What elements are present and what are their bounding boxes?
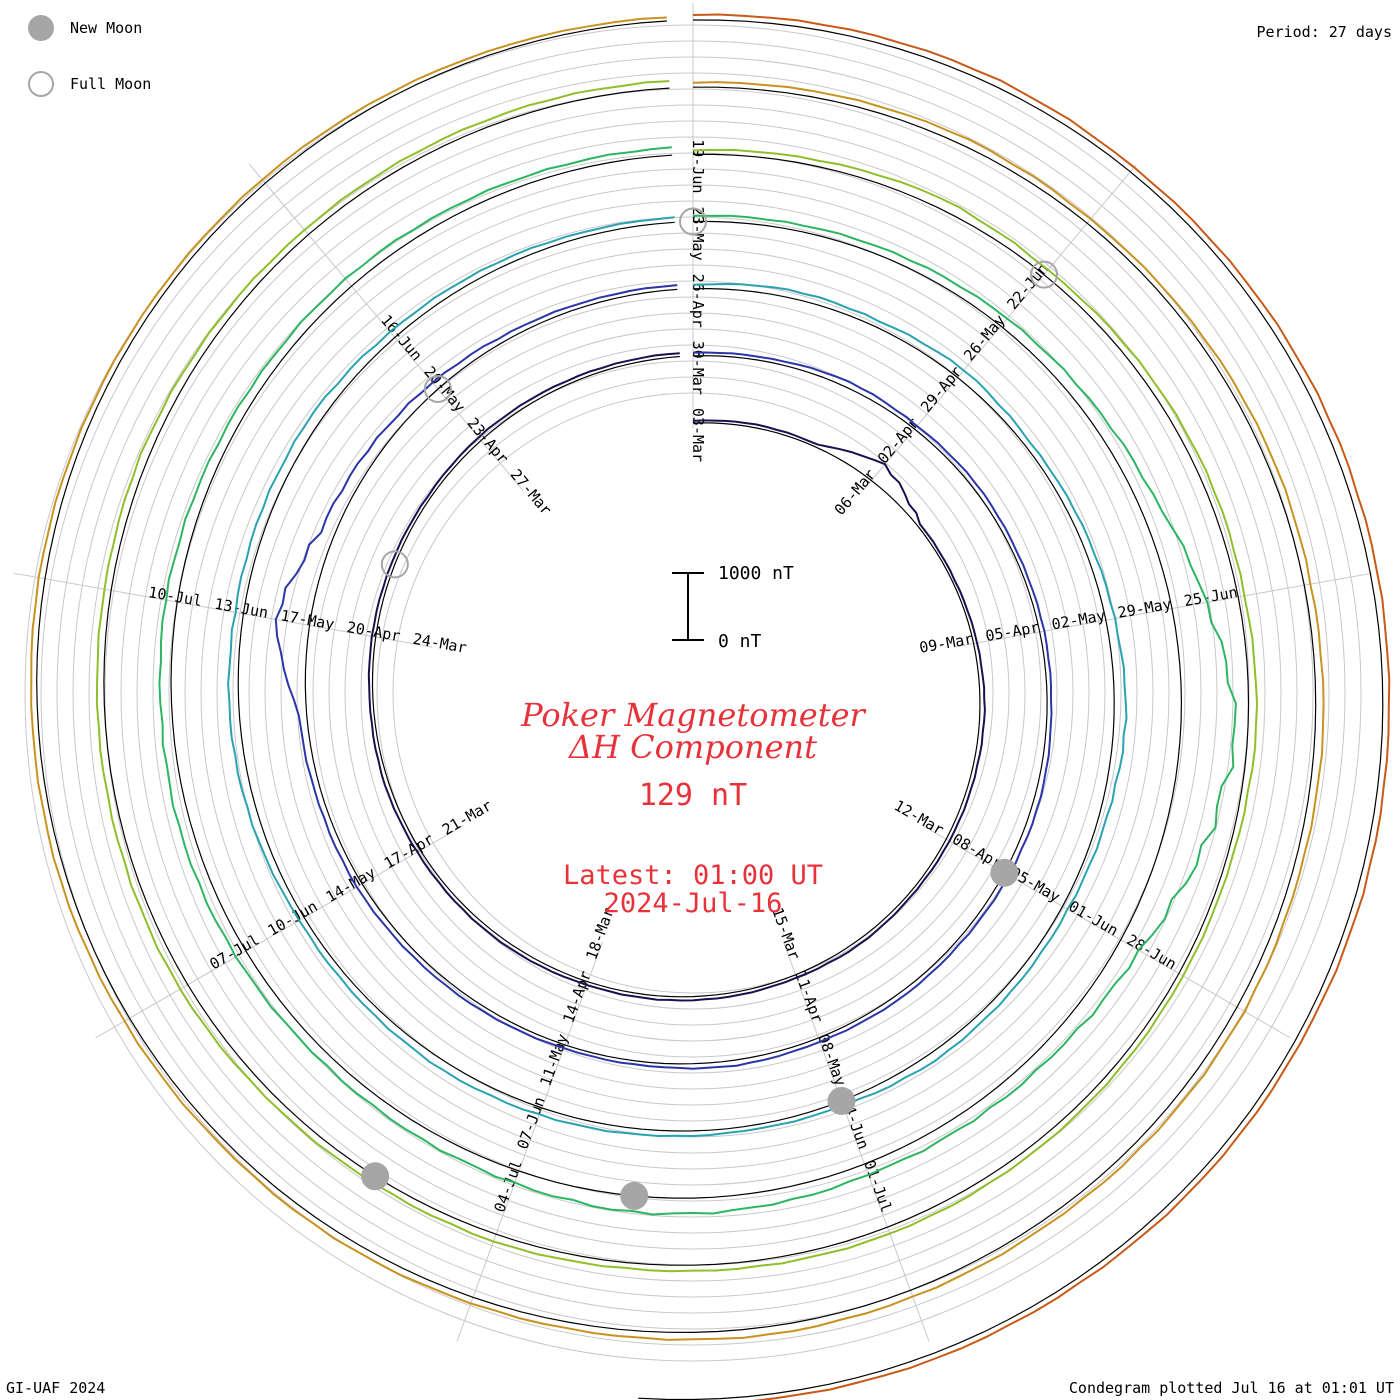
baseline-period-3 bbox=[237, 221, 1115, 1132]
current-value: 129 nT bbox=[639, 778, 747, 813]
baseline-period-4 bbox=[170, 154, 1183, 1199]
spoke-line bbox=[456, 941, 603, 1342]
footer-credit: GI-UAF 2024 bbox=[6, 1379, 106, 1397]
scale-bar: 1000 nT 0 nT bbox=[672, 563, 794, 652]
scale-bottom-label: 0 nT bbox=[718, 631, 762, 652]
date-label: 10-Jul bbox=[147, 583, 203, 610]
date-label: 29-May bbox=[1116, 595, 1172, 622]
latest-date: 2024-Jul-16 bbox=[604, 888, 783, 919]
date-label: 12-Mar bbox=[891, 796, 947, 839]
date-label: 21-Mar bbox=[439, 796, 495, 839]
legend-full-moon: Full Moon bbox=[28, 71, 151, 97]
day-spokes bbox=[13, 3, 1373, 1342]
full-moon-marker bbox=[380, 550, 409, 579]
spoke-line bbox=[95, 825, 464, 1039]
latest-time: Latest: 01:00 UT bbox=[563, 860, 823, 891]
new-moon-marker bbox=[990, 858, 1019, 887]
center-title-block: Poker Magnetometer ΔH Component 129 nT L… bbox=[520, 696, 866, 919]
moon-phase-markers bbox=[361, 207, 1059, 1210]
date-label: 25-Jun bbox=[1183, 583, 1239, 610]
spoke-line bbox=[249, 164, 524, 491]
trace-period-5 bbox=[95, 80, 1259, 1273]
data-traces bbox=[30, 13, 1391, 1400]
new-moon-icon bbox=[28, 15, 54, 41]
date-label: 06-Mar bbox=[831, 466, 880, 519]
date-label: 20-May bbox=[420, 363, 469, 416]
date-label: 13-Jun bbox=[213, 595, 269, 622]
new-moon-marker bbox=[827, 1086, 856, 1115]
new-moon-marker bbox=[361, 1162, 390, 1191]
baseline-period-5 bbox=[103, 87, 1250, 1266]
baseline-period-2 bbox=[304, 288, 1048, 1065]
date-label: 01-Jun bbox=[1065, 897, 1121, 940]
trace-period-4 bbox=[158, 146, 1237, 1216]
date-label: 03-Mar bbox=[689, 408, 707, 462]
date-labels: 03-Mar06-Mar09-Mar12-Mar15-Mar18-Mar21-M… bbox=[147, 139, 1239, 1214]
full-moon-marker bbox=[679, 207, 707, 236]
legend-new-moon-label: New Moon bbox=[70, 19, 143, 37]
date-label: 09-Mar bbox=[918, 630, 974, 657]
chart-title: Poker Magnetometer bbox=[520, 696, 866, 734]
full-moon-marker bbox=[423, 374, 452, 403]
period-baselines bbox=[36, 19, 1384, 1400]
spoke-line bbox=[953, 572, 1373, 648]
new-moon-marker bbox=[620, 1181, 649, 1210]
date-label: 23-Apr bbox=[464, 414, 513, 467]
date-label: 05-Apr bbox=[984, 618, 1040, 645]
date-label: 07-Jul bbox=[206, 931, 262, 974]
date-label: 30-Mar bbox=[689, 341, 707, 395]
date-label: 26-Apr bbox=[689, 274, 707, 328]
date-label: 24-Mar bbox=[412, 630, 468, 657]
chart-subtitle: ΔH Component bbox=[567, 728, 817, 766]
footer-plot-time: Condegram plotted Jul 16 at 01:01 UT bbox=[1068, 1379, 1394, 1397]
trace-period-6 bbox=[30, 16, 1325, 1341]
baseline-period-6 bbox=[36, 20, 1317, 1334]
date-label: 10-Jun bbox=[265, 897, 321, 940]
date-label: 26-May bbox=[960, 311, 1009, 364]
trace-period-3 bbox=[227, 216, 1128, 1138]
spoke-line bbox=[783, 941, 930, 1342]
full-moon-icon bbox=[28, 71, 54, 97]
date-label: 04-Jul bbox=[490, 1158, 525, 1215]
trace-period-1 bbox=[367, 352, 986, 1002]
date-label: 29-Apr bbox=[917, 363, 966, 416]
period-label: Period: 27 days bbox=[1256, 23, 1392, 41]
baseline-period-1 bbox=[371, 355, 981, 998]
scale-top-label: 1000 nT bbox=[718, 563, 794, 584]
date-label: 14-May bbox=[323, 863, 379, 906]
spoke-line bbox=[13, 572, 433, 648]
baseline-period-7 bbox=[638, 19, 1384, 1400]
date-label: 08-May bbox=[814, 1031, 849, 1088]
date-label: 17-May bbox=[279, 606, 335, 633]
trace-period-2 bbox=[274, 284, 1053, 1070]
date-label: 27-Mar bbox=[507, 466, 556, 519]
trace-period-7 bbox=[692, 13, 1391, 1400]
full-moon-marker bbox=[1030, 260, 1059, 289]
legend-full-moon-label: Full Moon bbox=[70, 75, 152, 93]
spoke-line bbox=[922, 825, 1291, 1039]
legend-new-moon: New Moon bbox=[28, 15, 142, 41]
date-label: 07-Jun bbox=[513, 1095, 548, 1152]
date-label: 02-May bbox=[1050, 606, 1106, 633]
date-label: 02-Apr bbox=[874, 414, 923, 467]
date-label: 19-Jun bbox=[689, 139, 707, 193]
